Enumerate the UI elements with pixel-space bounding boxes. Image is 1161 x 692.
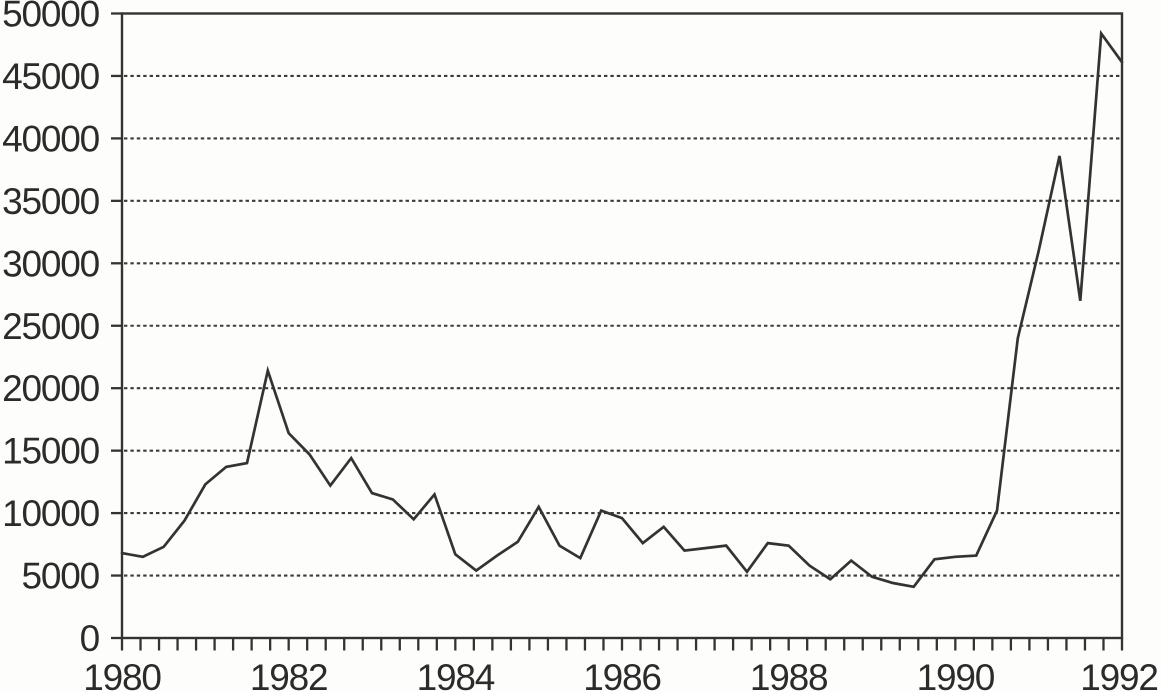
- y-tick-label: 0: [80, 618, 100, 659]
- y-tick-label: 15000: [2, 431, 100, 472]
- x-tick-label: 1988: [750, 657, 828, 692]
- y-tick-label: 45000: [2, 56, 100, 97]
- gridline-layer: [124, 74, 1120, 577]
- x-tick-label: 1984: [417, 657, 495, 692]
- data-series-layer: [120, 29, 1124, 589]
- x-tick-label: 1980: [83, 657, 161, 692]
- data-line: [120, 29, 1124, 589]
- y-tick-label: 35000: [2, 181, 100, 222]
- y-tick-label: 20000: [2, 368, 100, 409]
- x-tick-label: 1990: [917, 657, 995, 692]
- y-tick-label: 5000: [21, 556, 99, 597]
- x-tick-label: 1982: [250, 657, 328, 692]
- y-tick-label: 50000: [2, 0, 100, 35]
- x-tick-label: 1986: [583, 657, 661, 692]
- x-tick-label: 1992: [1080, 657, 1158, 692]
- y-tick-label: 30000: [2, 243, 100, 284]
- y-tick-label: 25000: [2, 306, 100, 347]
- y-tick-label: 10000: [2, 493, 100, 534]
- axis-layer: [111, 12, 1124, 651]
- y-tick-label: 40000: [2, 118, 100, 159]
